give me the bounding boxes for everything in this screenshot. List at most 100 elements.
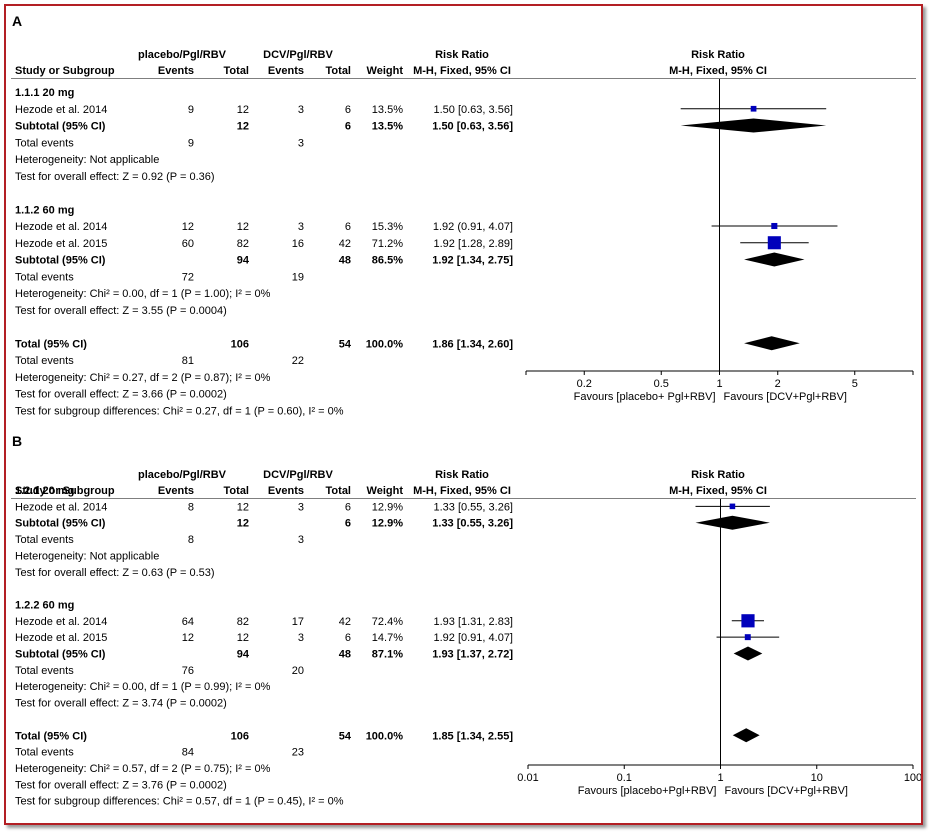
total2-header: Total [326, 65, 351, 77]
events-label: Total events [15, 534, 74, 546]
text-label: Heterogeneity: Not applicable [15, 550, 159, 562]
weight-header: Weight [367, 485, 404, 497]
total-label: Total (95% CI) [15, 730, 87, 742]
events2-value: 22 [292, 355, 304, 367]
study-label: Hezode et al. 2014 [15, 616, 107, 628]
subtotal-diamond [680, 118, 827, 133]
subtotal-label: Subtotal (95% CI) [15, 121, 106, 133]
events2-value: 19 [292, 271, 304, 283]
study-effect-square [741, 614, 755, 628]
x-tick-label: 5 [852, 378, 858, 390]
events2-value: 3 [298, 501, 304, 513]
study-label: Hezode et al. 2014 [15, 501, 107, 513]
events2-value: 20 [292, 665, 304, 677]
study-column-header: Study or Subgroup [15, 485, 115, 497]
events2-value: 16 [292, 238, 304, 250]
events2-header: Events [268, 485, 304, 497]
events-label: Total events [15, 137, 74, 149]
total2-value: 6 [345, 221, 351, 233]
x-tick-label: 1 [716, 378, 722, 390]
events1-value: 60 [182, 238, 194, 250]
risk-ratio-ci: 1.50 [0.63, 3.56] [433, 104, 513, 116]
subtotal-label: Subtotal (95% CI) [15, 649, 106, 661]
favours-right-label: Favours [DCV+Pgl+RBV] [724, 391, 848, 403]
total1-value: 106 [231, 730, 249, 742]
risk-ratio-ci: 1.92 [1.28, 2.89] [433, 238, 513, 250]
events1-header: Events [158, 65, 194, 77]
group2-header: DCV/Pgl/RBV [263, 49, 333, 61]
x-tick-label: 0.5 [654, 378, 669, 390]
study-label: Hezode et al. 2014 [15, 221, 107, 233]
text-label: Test for subgroup differences: Chi² = 0.… [15, 796, 344, 808]
risk-ratio-ci: 1.92 [1.34, 2.75] [432, 255, 513, 267]
study-label: Hezode et al. 2014 [15, 104, 107, 116]
events1-header: Events [158, 485, 194, 497]
text-label: Test for subgroup differences: Chi² = 0.… [15, 405, 344, 417]
total2-value: 6 [345, 121, 351, 133]
total2-value: 6 [345, 104, 351, 116]
subgroup-label: 1.1.2 60 mg [15, 204, 74, 216]
events2-value: 3 [298, 632, 304, 644]
events2-value: 3 [298, 137, 304, 149]
subtotal-diamond [744, 252, 805, 267]
plot-method-header: M-H, Fixed, 95% CI [669, 65, 767, 77]
events1-value: 12 [182, 221, 194, 233]
total-diamond [732, 728, 760, 743]
risk-ratio-ci: 1.86 [1.34, 2.60] [432, 338, 513, 350]
subtotal-diamond [733, 646, 763, 661]
total-diamond [744, 336, 800, 351]
weight-value: 72.4% [372, 616, 403, 628]
favours-left-label: Favours [placebo+Pgl+RBV] [578, 785, 717, 797]
plot-title: Risk Ratio [691, 49, 745, 61]
weight-value: 14.7% [372, 632, 403, 644]
subgroup-label: 1.2.1 20 mg [15, 485, 74, 497]
study-effect-square [767, 236, 781, 250]
events1-value: 72 [182, 271, 194, 283]
group2-header: DCV/Pgl/RBV [263, 469, 333, 481]
events1-value: 8 [188, 501, 194, 513]
favours-right-label: Favours [DCV+Pgl+RBV] [725, 785, 849, 797]
events-label: Total events [15, 355, 74, 367]
group1-header: placebo/Pgl/RBV [138, 49, 227, 61]
total1-value: 94 [237, 649, 250, 661]
x-tick-label: 0.2 [577, 378, 592, 390]
favours-left-label: Favours [placebo+ Pgl+RBV] [574, 391, 716, 403]
risk-ratio-ci: 1.92 [0.91, 4.07] [433, 632, 513, 644]
events-label: Total events [15, 665, 74, 677]
text-label: Heterogeneity: Chi² = 0.27, df = 2 (P = … [15, 372, 271, 384]
events1-value: 9 [188, 137, 194, 149]
plot-method-header: M-H, Fixed, 95% CI [669, 485, 767, 497]
events-label: Total events [15, 747, 74, 759]
total1-header: Total [224, 65, 249, 77]
subtotal-label: Subtotal (95% CI) [15, 518, 106, 530]
text-label: Heterogeneity: Chi² = 0.00, df = 1 (P = … [15, 288, 271, 300]
x-tick-label: 10 [811, 772, 823, 784]
method-header: M-H, Fixed, 95% CI [413, 65, 511, 77]
text-label: Test for overall effect: Z = 3.74 (P = 0… [15, 698, 227, 710]
subgroup-label: 1.1.1 20 mg [15, 87, 74, 99]
total2-value: 48 [339, 255, 351, 267]
total1-value: 12 [237, 632, 249, 644]
total2-value: 6 [345, 632, 351, 644]
events2-header: Events [268, 65, 304, 77]
study-column-header: Study or Subgroup [15, 65, 115, 77]
total-label: Total (95% CI) [15, 338, 87, 350]
events1-value: 8 [188, 534, 194, 546]
subtotal-diamond [695, 515, 770, 530]
total2-value: 54 [339, 730, 352, 742]
study-effect-square [771, 222, 778, 230]
weight-value: 13.5% [372, 121, 403, 133]
total2-header: Total [326, 485, 351, 497]
total2-value: 6 [345, 518, 351, 530]
weight-value: 13.5% [372, 104, 403, 116]
study-effect-square [729, 503, 736, 510]
risk-ratio-ci: 1.33 [0.55, 3.26] [433, 501, 513, 513]
risk-ratio-ci: 1.92 (0.91, 4.07] [433, 221, 513, 233]
total1-value: 82 [237, 238, 249, 250]
events1-value: 9 [188, 104, 194, 116]
risk-ratio-ci: 1.93 [1.31, 2.83] [433, 616, 513, 628]
events1-value: 12 [182, 632, 194, 644]
weight-value: 12.9% [372, 518, 403, 530]
